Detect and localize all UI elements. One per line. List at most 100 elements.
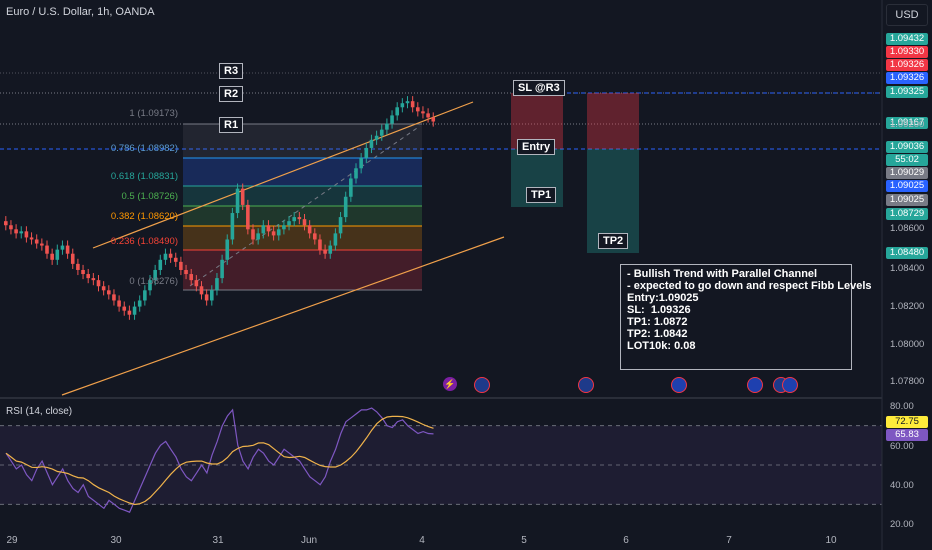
event-flash-icon[interactable]: ⚡ xyxy=(443,377,457,391)
candle xyxy=(318,239,322,250)
price-badge: 1.09326 xyxy=(886,72,928,84)
tp1-label: TP1 xyxy=(526,187,557,203)
countdown-badge: 55:02 xyxy=(886,154,928,166)
candle xyxy=(225,239,230,260)
rsi-ma-line xyxy=(5,415,434,506)
price-axis-label: 1.07800 xyxy=(890,376,925,387)
fib-label-0: 0 (1.08276) xyxy=(129,276,178,287)
candle xyxy=(101,286,106,291)
candle xyxy=(410,101,415,108)
candle xyxy=(86,274,90,279)
candle xyxy=(333,233,338,246)
eu-flag-icon[interactable] xyxy=(782,377,798,393)
note-line: - Bullish Trend with Parallel Channel xyxy=(627,268,818,280)
candle xyxy=(107,290,111,295)
price-badge: 1.08729 xyxy=(886,208,928,220)
candle xyxy=(246,204,250,230)
candle xyxy=(359,158,363,169)
time-axis-label: 29 xyxy=(6,535,18,546)
fib-zone xyxy=(183,186,422,206)
candle xyxy=(117,300,121,307)
candle xyxy=(184,269,188,275)
rsi-ma-badge: 65.83 xyxy=(886,429,928,441)
candle xyxy=(266,225,271,232)
candle xyxy=(256,233,260,240)
level-r2-label: R2 xyxy=(219,86,244,102)
price-badge: 1.09029 xyxy=(886,167,928,179)
price-badge: 1.09025 xyxy=(886,180,928,192)
candle xyxy=(81,269,85,275)
candle xyxy=(143,290,147,301)
us-flag-icon[interactable] xyxy=(578,377,594,393)
rsi-title[interactable]: RSI (14, close) xyxy=(6,406,73,417)
fib-trend-line xyxy=(189,125,421,287)
candle xyxy=(168,253,173,258)
candle xyxy=(189,274,193,281)
note-line: TP2: 1.0842 xyxy=(627,328,688,340)
candle xyxy=(173,257,178,262)
time-axis-label: 7 xyxy=(726,535,732,546)
candle xyxy=(148,280,152,291)
candle xyxy=(40,243,44,246)
price-axis-label: 1.08600 xyxy=(890,223,925,234)
fib-label-05: 0.5 (1.08726) xyxy=(121,191,178,202)
rsi-line xyxy=(5,407,434,513)
candle xyxy=(14,229,18,234)
candle xyxy=(235,188,240,214)
rsi-axis-label: 80.00 xyxy=(890,401,914,412)
rsi-axis-label: 40.00 xyxy=(890,480,914,491)
candle xyxy=(287,221,291,226)
note-line: LOT10k: 0.08 xyxy=(627,340,696,352)
note-line: SL: 1.09326 xyxy=(627,304,691,316)
candle xyxy=(354,168,358,179)
sl-zone-2 xyxy=(587,93,639,149)
candle xyxy=(158,259,163,270)
candle xyxy=(261,225,266,234)
us-flag-icon[interactable] xyxy=(474,377,490,393)
candle xyxy=(24,231,29,238)
price-badge: 1.09025 xyxy=(886,194,928,206)
candle xyxy=(282,225,286,230)
fib-zone xyxy=(183,250,422,290)
eu-flag-icon[interactable] xyxy=(747,377,763,393)
time-axis-label: 5 xyxy=(521,535,527,546)
price-badge: 1.09432 xyxy=(886,33,928,45)
fib-label-0382: 0.382 (1.08620) xyxy=(110,211,178,222)
candle xyxy=(395,107,399,116)
price-badge: 1.09167 xyxy=(886,117,928,129)
candle xyxy=(230,213,235,240)
symbol-title[interactable]: Euro / U.S. Dollar, 1h, OANDA xyxy=(6,6,155,18)
price-badge: 1.09325 xyxy=(886,86,928,98)
candle xyxy=(91,278,96,281)
candle xyxy=(112,294,116,301)
rsi-axis-label: 60.00 xyxy=(890,441,914,452)
candle xyxy=(70,253,75,264)
candle xyxy=(194,280,199,287)
candle xyxy=(307,225,312,234)
candle xyxy=(431,117,436,122)
candle xyxy=(65,245,70,254)
price-badge: 1.08480 xyxy=(886,247,928,259)
fib-label-0786: 0.786 (1.08982) xyxy=(110,143,178,154)
candle xyxy=(132,306,137,315)
candle xyxy=(210,290,214,301)
candle xyxy=(240,188,245,205)
candle xyxy=(374,135,379,140)
tp2-label: TP2 xyxy=(598,233,629,249)
candle xyxy=(45,245,49,254)
candle xyxy=(343,196,348,218)
trade-note[interactable]: - Bullish Trend with Parallel Channel - … xyxy=(620,264,872,370)
currency-button[interactable]: USD xyxy=(886,4,928,26)
candle xyxy=(390,115,394,124)
fib-zone xyxy=(183,206,422,226)
time-axis-label: 6 xyxy=(623,535,629,546)
candle xyxy=(163,253,168,260)
candle xyxy=(292,217,296,222)
note-line: TP1: 1.0872 xyxy=(627,316,688,328)
fib-label-0236: 0.236 (1.08490) xyxy=(110,236,178,247)
channel-lower-line xyxy=(61,236,505,396)
candle xyxy=(323,249,327,254)
candle xyxy=(215,278,219,291)
eu-flag-icon[interactable] xyxy=(671,377,687,393)
